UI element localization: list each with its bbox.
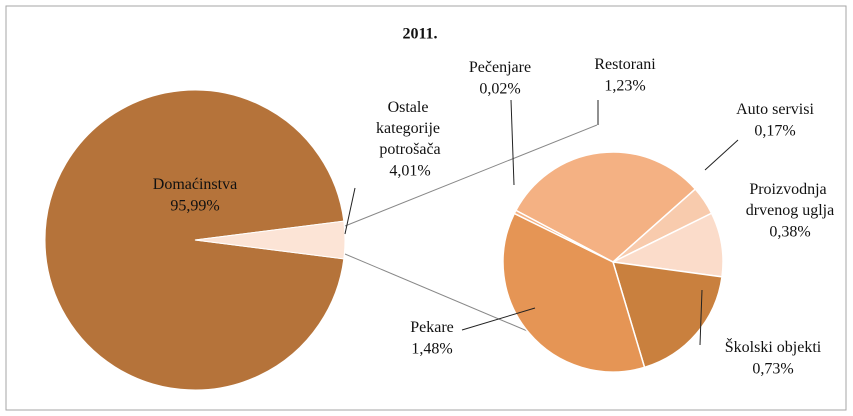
pie-slice xyxy=(44,89,345,391)
leader-line xyxy=(704,139,739,171)
leader-line xyxy=(510,99,515,186)
sub-slice-value-label: 0,17% xyxy=(754,123,795,140)
sub-slice-value-label: 0,38% xyxy=(769,224,810,241)
slice-label: Ostale kategorije potrošača xyxy=(376,99,444,158)
slice-label: Domaćinstva xyxy=(153,176,237,193)
sub-slice-label: Školski objekti xyxy=(725,337,822,356)
connector xyxy=(344,124,598,227)
leader-line xyxy=(344,187,356,235)
sub-pie-slice xyxy=(611,261,723,369)
chart-title: 2011. xyxy=(402,26,437,43)
sub-slice-value-label: 0,02% xyxy=(479,81,520,98)
pie-slice xyxy=(194,220,346,260)
leader-line xyxy=(699,289,703,346)
slice-value-label: 4,01% xyxy=(389,163,430,180)
sub-slice-label: Pečenjare xyxy=(469,59,531,76)
sub-pie-slice xyxy=(502,212,646,373)
sub-slice-label: Restorani xyxy=(594,56,656,73)
sub-slice-label: Auto servisi xyxy=(736,101,814,118)
slice-value-label: 95,99% xyxy=(170,198,219,215)
sub-slice-label: Pekare xyxy=(410,319,454,336)
sub-pie-slice xyxy=(513,209,614,263)
leader-line xyxy=(461,307,536,331)
sub-pie-slice xyxy=(514,151,697,263)
sub-slice-value-label: 0,73% xyxy=(752,361,793,378)
sub-slice-value-label: 1,23% xyxy=(604,78,645,95)
sub-slice-value-label: 1,48% xyxy=(411,341,452,358)
sub-slice-label: Proizvodnja drvenog uglja xyxy=(746,181,834,219)
